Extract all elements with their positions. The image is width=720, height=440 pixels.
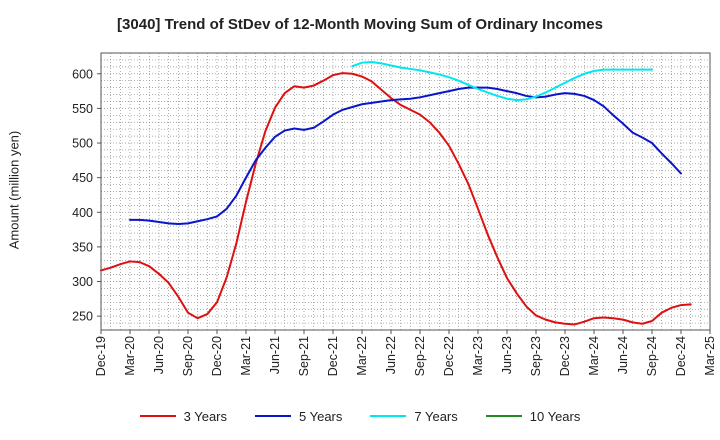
x-tick-label: Mar-21	[239, 336, 253, 376]
legend-label: 5 Years	[299, 408, 343, 424]
x-tick-label: Mar-24	[587, 336, 601, 376]
y-tick-label: 250	[72, 310, 93, 324]
x-tick-label: Mar-20	[123, 336, 137, 376]
x-tick-label: Sep-23	[529, 336, 543, 376]
legend-item: 7 Years	[370, 408, 458, 424]
series-layer	[100, 61, 692, 326]
y-tick-label: 350	[72, 240, 93, 254]
legend-swatch	[139, 415, 176, 417]
x-tick-label: Mar-22	[355, 336, 369, 376]
y-tick-label: 400	[72, 206, 93, 220]
x-tick-label: Dec-19	[94, 336, 108, 376]
legend-swatch	[370, 415, 407, 417]
legend-swatch	[485, 415, 522, 417]
y-tick-label: 300	[72, 275, 93, 289]
legend-item: 5 Years	[255, 409, 342, 424]
x-tick-label: Dec-21	[326, 336, 340, 376]
x-tick-label: Jun-21	[268, 336, 282, 374]
x-tick-label: Dec-23	[558, 336, 572, 376]
x-tick-label: Mar-25	[703, 336, 717, 376]
legend-item: 3 Years	[139, 408, 227, 424]
legend-label: 10 Years	[529, 408, 581, 424]
x-tick-label: Jun-23	[500, 336, 514, 374]
x-tick-label: Dec-24	[674, 336, 688, 376]
x-tick-label: Dec-22	[442, 336, 456, 376]
x-tick-label: Jun-24	[616, 336, 630, 374]
plot-frame	[100, 52, 711, 331]
y-tick-labels: 250 300 350 400 450 500 550 600	[72, 67, 101, 324]
series-line-7-years	[351, 61, 653, 102]
legend-label: 7 Years	[414, 408, 458, 424]
x-tick-labels: Dec-19 Mar-20 Jun-20 Sep-20 Dec-20 Mar-21 Jun-…	[94, 330, 717, 376]
y-tick-label: 500	[72, 137, 93, 151]
x-tick-label: Mar-23	[471, 336, 485, 376]
chart-title: [3040] Trend of StDev of 12-Month Moving…	[117, 16, 603, 33]
x-tick-label: Sep-22	[413, 336, 427, 376]
y-tick-label: 600	[72, 67, 93, 81]
grid	[100, 53, 711, 330]
x-tick-label: Sep-21	[297, 336, 311, 376]
x-tick-label: Dec-20	[210, 336, 224, 376]
x-tick-label: Jun-22	[384, 336, 398, 374]
legend-item: 10 Years	[485, 408, 581, 424]
series-line-3-years	[100, 72, 692, 326]
y-tick-label: 550	[72, 102, 93, 116]
x-tick-label: Sep-20	[181, 336, 195, 376]
legend: 3 Years 5 Years 7 Years 10 Years	[0, 404, 720, 428]
x-tick-label: Sep-24	[645, 336, 659, 376]
line-chart: 250 300 350 400 450 500 550 600 Dec-19 Mar-20 Jun…	[72, 52, 717, 376]
x-tick-label: Jun-20	[152, 336, 166, 374]
legend-label: 3 Years	[183, 408, 227, 424]
series-line-5-years	[129, 86, 682, 226]
y-tick-label: 450	[72, 171, 93, 185]
legend-swatch	[255, 415, 291, 417]
